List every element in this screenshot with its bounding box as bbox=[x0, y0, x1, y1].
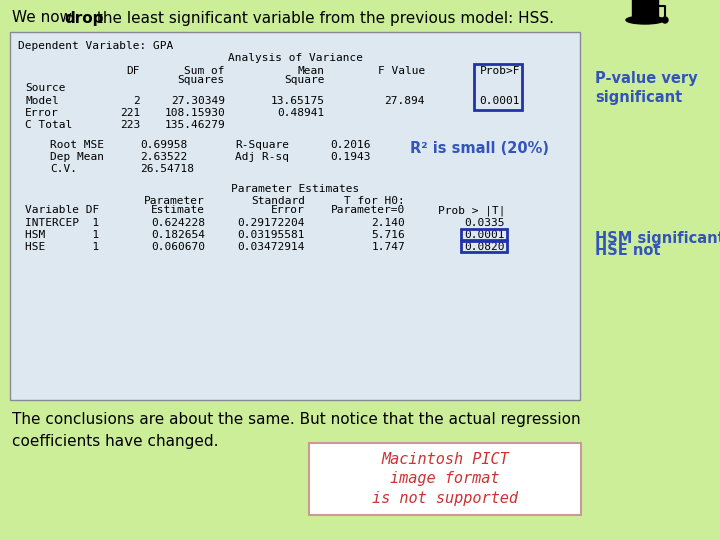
Circle shape bbox=[662, 17, 668, 23]
Text: Square: Square bbox=[284, 75, 325, 85]
Text: Squares: Squares bbox=[178, 75, 225, 85]
Text: Parameter Estimates: Parameter Estimates bbox=[231, 184, 359, 194]
Text: DF: DF bbox=[127, 66, 140, 76]
Text: drop: drop bbox=[64, 10, 104, 25]
Text: 26.54718: 26.54718 bbox=[140, 164, 194, 174]
Text: T for H0:: T for H0: bbox=[344, 196, 405, 206]
Text: 2: 2 bbox=[133, 96, 140, 106]
Text: Variable DF: Variable DF bbox=[25, 205, 99, 215]
Text: Parameter=0: Parameter=0 bbox=[330, 205, 405, 215]
Text: P-value very
significant: P-value very significant bbox=[595, 71, 698, 105]
Text: 223: 223 bbox=[120, 120, 140, 130]
Text: HSM       1: HSM 1 bbox=[25, 230, 99, 240]
Text: Prob>F: Prob>F bbox=[480, 66, 520, 76]
Text: 108.15930: 108.15930 bbox=[164, 108, 225, 118]
Text: HSE not: HSE not bbox=[595, 243, 660, 258]
FancyBboxPatch shape bbox=[632, 0, 658, 16]
Text: HSM significant: HSM significant bbox=[595, 231, 720, 246]
Text: Prob > |T|: Prob > |T| bbox=[438, 205, 505, 215]
Text: The conclusions are about the same. But notice that the actual regression
coeffi: The conclusions are about the same. But … bbox=[12, 412, 580, 449]
Text: 0.0001: 0.0001 bbox=[464, 230, 505, 240]
Bar bbox=[461, 241, 507, 252]
Text: 0.48941: 0.48941 bbox=[278, 108, 325, 118]
Text: 0.0335: 0.0335 bbox=[464, 218, 505, 228]
Text: Dependent Variable: GPA: Dependent Variable: GPA bbox=[18, 41, 174, 51]
Text: the least significant variable from the previous model: HSS.: the least significant variable from the … bbox=[92, 10, 554, 25]
Text: Macintosh PICT
image format
is not supported: Macintosh PICT image format is not suppo… bbox=[372, 451, 518, 507]
Text: Error: Error bbox=[271, 205, 305, 215]
Text: Sum of: Sum of bbox=[184, 66, 225, 76]
Text: Adj R-sq: Adj R-sq bbox=[235, 152, 289, 162]
Text: 0.69958: 0.69958 bbox=[140, 140, 187, 150]
Text: 221: 221 bbox=[120, 108, 140, 118]
Text: 27.30349: 27.30349 bbox=[171, 96, 225, 106]
Text: R² is small (20%): R² is small (20%) bbox=[410, 141, 549, 156]
Text: Parameter: Parameter bbox=[144, 196, 205, 206]
Bar bbox=[10, 32, 580, 400]
Text: 0.2016: 0.2016 bbox=[330, 140, 371, 150]
Text: R-Square: R-Square bbox=[235, 140, 289, 150]
Text: HSE       1: HSE 1 bbox=[25, 242, 99, 252]
Text: Root MSE: Root MSE bbox=[50, 140, 104, 150]
Text: 0.0820: 0.0820 bbox=[464, 242, 505, 252]
Text: 2.140: 2.140 bbox=[372, 218, 405, 228]
Text: 0.03195581: 0.03195581 bbox=[238, 230, 305, 240]
Text: 0.060670: 0.060670 bbox=[151, 242, 205, 252]
Text: C.V.: C.V. bbox=[50, 164, 77, 174]
Text: Source: Source bbox=[25, 83, 66, 93]
Text: INTERCEP  1: INTERCEP 1 bbox=[25, 218, 99, 228]
Text: 0.29172204: 0.29172204 bbox=[238, 218, 305, 228]
Ellipse shape bbox=[626, 16, 664, 24]
Text: 2.63522: 2.63522 bbox=[140, 152, 187, 162]
Text: 5.716: 5.716 bbox=[372, 230, 405, 240]
Text: Error: Error bbox=[25, 108, 59, 118]
Text: Analysis of Variance: Analysis of Variance bbox=[228, 53, 362, 63]
Bar bbox=[474, 64, 522, 110]
Text: 1.747: 1.747 bbox=[372, 242, 405, 252]
Text: 0.1943: 0.1943 bbox=[330, 152, 371, 162]
Text: Dep Mean: Dep Mean bbox=[50, 152, 104, 162]
Text: We now: We now bbox=[12, 10, 77, 25]
Text: 27.894: 27.894 bbox=[384, 96, 425, 106]
Text: Model: Model bbox=[25, 96, 59, 106]
Text: 0.624228: 0.624228 bbox=[151, 218, 205, 228]
Bar bbox=[461, 229, 507, 240]
Text: Standard: Standard bbox=[251, 196, 305, 206]
Text: 135.46279: 135.46279 bbox=[164, 120, 225, 130]
Text: F Value: F Value bbox=[378, 66, 425, 76]
FancyBboxPatch shape bbox=[309, 443, 581, 515]
Text: 0.0001: 0.0001 bbox=[480, 96, 520, 106]
Text: 13.65175: 13.65175 bbox=[271, 96, 325, 106]
Text: Estimate: Estimate bbox=[151, 205, 205, 215]
Text: Mean: Mean bbox=[298, 66, 325, 76]
Text: 0.03472914: 0.03472914 bbox=[238, 242, 305, 252]
Text: C Total: C Total bbox=[25, 120, 72, 130]
Text: 0.182654: 0.182654 bbox=[151, 230, 205, 240]
